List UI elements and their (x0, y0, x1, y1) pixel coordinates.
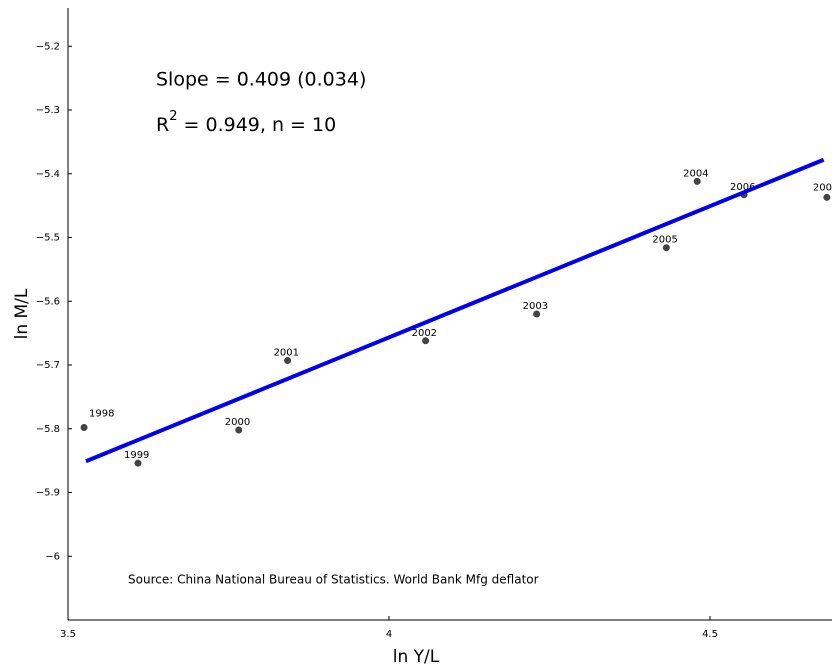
x-tick-label: 4.5 (702, 629, 718, 640)
point-label: 1998 (89, 408, 114, 419)
y-tick-label: −6 (45, 551, 60, 562)
y-tick-label: −5.8 (36, 424, 60, 435)
point (134, 459, 142, 467)
point-label: 2000 (225, 417, 250, 428)
y-axis-label: ln M/L (12, 288, 32, 339)
annotation-part: R (156, 114, 169, 136)
fit-line (85, 157, 825, 464)
point-label: 2004 (683, 168, 708, 179)
point-label: 2003 (523, 301, 548, 312)
y-tick-label: −5.3 (36, 105, 60, 116)
y-tick-label: −5.4 (36, 169, 60, 180)
point-label: 1999 (124, 450, 149, 461)
point-label: 2001 (274, 348, 299, 359)
y-tick-label: −5.6 (36, 296, 60, 307)
point (422, 337, 430, 345)
source-note: Source: China National Bureau of Statist… (128, 573, 539, 587)
x-tick-label: 3.5 (60, 629, 76, 640)
y-tick-label: −5.9 (36, 488, 60, 499)
point (823, 193, 831, 201)
y-tick-label: −5.2 (36, 41, 60, 52)
point (693, 177, 701, 185)
annotation-part: = 0.949, n = 10 (177, 114, 336, 136)
point (284, 357, 292, 365)
point (533, 310, 541, 318)
point (662, 244, 670, 252)
point (235, 426, 243, 434)
point-label: 2006 (730, 182, 755, 193)
y-tick-label: −5.5 (36, 233, 60, 244)
annotation: Slope = 0.409 (0.034) (156, 69, 366, 91)
annotation-part: 2 (169, 109, 177, 124)
point-label: 2005 (652, 235, 677, 246)
x-tick-label: 4 (386, 629, 392, 640)
x-axis-label: ln Y/L (393, 647, 440, 667)
point (80, 423, 88, 431)
annotation: R2 = 0.949, n = 10 (156, 109, 336, 136)
y-tick-label: −5.7 (36, 360, 60, 371)
point-label: 2002 (412, 328, 437, 339)
point-label: 2007 (813, 182, 832, 193)
